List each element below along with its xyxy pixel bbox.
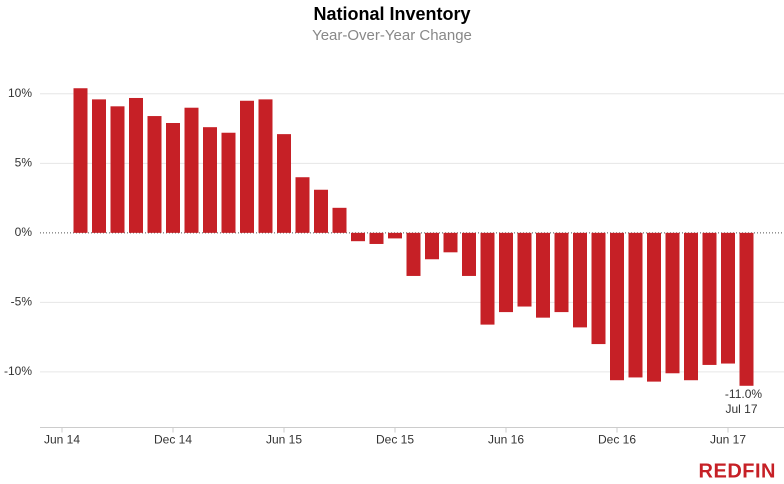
bar — [499, 232, 513, 313]
bar — [92, 99, 106, 233]
x-tick-label: Dec 15 — [376, 433, 414, 447]
bar — [369, 232, 384, 244]
bar — [221, 132, 236, 233]
bar — [332, 207, 347, 233]
bar — [702, 232, 717, 365]
y-tick-label: 10% — [8, 86, 32, 100]
y-tick-label: -10% — [4, 364, 32, 378]
bar — [573, 232, 587, 328]
bar — [203, 127, 217, 233]
bar — [554, 232, 569, 313]
bar — [721, 232, 735, 364]
bar — [277, 134, 291, 233]
bar — [425, 232, 439, 260]
x-tick-label: Jun 15 — [266, 433, 302, 447]
chart-subtitle: Year-Over-Year Change — [312, 27, 472, 44]
bar — [240, 100, 254, 233]
bar — [536, 232, 550, 318]
bar — [517, 232, 532, 307]
bar — [166, 123, 180, 233]
bar — [739, 232, 754, 386]
y-tick-label: -5% — [11, 295, 33, 309]
bar — [628, 232, 643, 378]
bar — [147, 116, 162, 233]
bar — [184, 107, 199, 233]
bar — [314, 189, 328, 233]
bar — [443, 232, 458, 253]
x-tick-label: Jun 17 — [710, 433, 746, 447]
bar — [73, 88, 88, 233]
bar — [591, 232, 606, 345]
value-label: -11.0% — [725, 387, 762, 401]
bar — [462, 232, 476, 276]
bar — [110, 106, 125, 233]
bar — [295, 177, 310, 233]
logo: REDFIN — [699, 460, 776, 482]
bar — [647, 232, 661, 382]
bar — [129, 97, 143, 233]
x-tick-label: Jun 16 — [488, 433, 524, 447]
annotation: Jul 17 — [725, 402, 757, 416]
bar — [406, 232, 421, 276]
x-tick-label: Dec 16 — [598, 433, 636, 447]
x-tick-label: Dec 14 — [154, 433, 192, 447]
bar — [665, 232, 680, 374]
y-tick-label: 0% — [15, 225, 33, 239]
bar — [684, 232, 698, 381]
chart-title: National Inventory — [313, 4, 470, 24]
y-tick-label: 5% — [15, 155, 33, 169]
bar — [610, 232, 624, 381]
bar — [258, 99, 273, 233]
bar — [480, 232, 495, 325]
bar — [388, 232, 402, 239]
x-tick-label: Jun 14 — [44, 433, 80, 447]
bar — [351, 232, 365, 242]
